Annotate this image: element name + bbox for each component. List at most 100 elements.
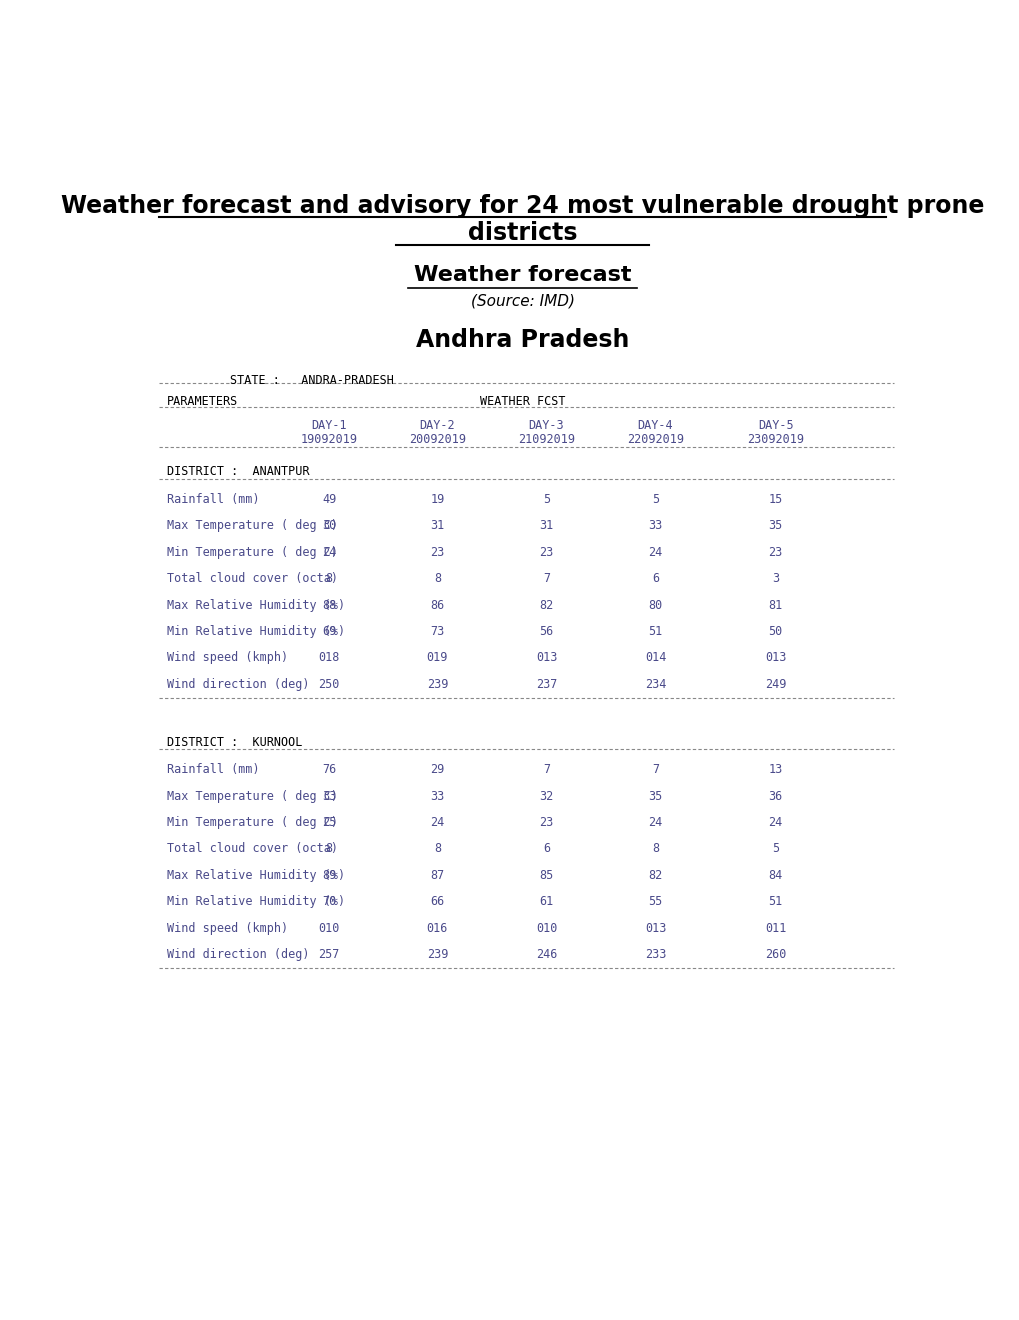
- Text: DAY-3: DAY-3: [528, 418, 564, 432]
- Text: Weather forecast and advisory for 24 most vulnerable drought prone: Weather forecast and advisory for 24 mos…: [61, 194, 983, 218]
- Text: Rainfall (mm): Rainfall (mm): [167, 763, 260, 776]
- Text: 35: 35: [648, 789, 662, 803]
- Text: 19092019: 19092019: [301, 433, 358, 446]
- Text: 246: 246: [535, 948, 556, 961]
- Text: WEATHER FCST: WEATHER FCST: [480, 395, 565, 408]
- Text: 7: 7: [542, 572, 549, 585]
- Text: 019: 019: [426, 651, 447, 664]
- Text: 87: 87: [430, 869, 444, 882]
- Text: 51: 51: [648, 624, 662, 638]
- Text: Total cloud cover (octa): Total cloud cover (octa): [167, 842, 337, 855]
- Text: 55: 55: [648, 895, 662, 908]
- Text: 013: 013: [764, 651, 786, 664]
- Text: 013: 013: [644, 921, 665, 935]
- Text: DAY-1: DAY-1: [311, 418, 346, 432]
- Text: 014: 014: [644, 651, 665, 664]
- Text: 84: 84: [768, 869, 782, 882]
- Text: 66: 66: [430, 895, 444, 908]
- Text: Andhra Pradesh: Andhra Pradesh: [416, 329, 629, 352]
- Text: 76: 76: [322, 763, 336, 776]
- Text: 239: 239: [426, 948, 447, 961]
- Text: 6: 6: [651, 572, 658, 585]
- Text: 20092019: 20092019: [409, 433, 466, 446]
- Text: 35: 35: [768, 519, 782, 532]
- Text: 69: 69: [322, 624, 336, 638]
- Text: 70: 70: [322, 895, 336, 908]
- Text: 8: 8: [325, 842, 332, 855]
- Text: 82: 82: [539, 598, 553, 611]
- Text: Wind speed (kmph): Wind speed (kmph): [167, 651, 288, 664]
- Text: 51: 51: [768, 895, 782, 908]
- Text: Max Relative Humidity (%): Max Relative Humidity (%): [167, 598, 344, 611]
- Text: 73: 73: [430, 624, 444, 638]
- Text: 8: 8: [433, 842, 440, 855]
- Text: 50: 50: [768, 624, 782, 638]
- Text: 5: 5: [542, 492, 549, 506]
- Text: 56: 56: [539, 624, 553, 638]
- Text: 23: 23: [430, 545, 444, 558]
- Text: 018: 018: [318, 651, 339, 664]
- Text: 249: 249: [764, 677, 786, 690]
- Text: PARAMETERS: PARAMETERS: [167, 395, 238, 408]
- Text: districts: districts: [468, 222, 577, 246]
- Text: 21092019: 21092019: [518, 433, 575, 446]
- Text: 22092019: 22092019: [627, 433, 684, 446]
- Text: 24: 24: [430, 816, 444, 829]
- Text: 010: 010: [535, 921, 556, 935]
- Text: 23: 23: [768, 545, 782, 558]
- Text: 24: 24: [648, 816, 662, 829]
- Text: 016: 016: [426, 921, 447, 935]
- Text: 15: 15: [768, 492, 782, 506]
- Text: Wind speed (kmph): Wind speed (kmph): [167, 921, 288, 935]
- Text: 24: 24: [322, 545, 336, 558]
- Text: 49: 49: [322, 492, 336, 506]
- Text: Max Relative Humidity (%): Max Relative Humidity (%): [167, 869, 344, 882]
- Text: 010: 010: [318, 921, 339, 935]
- Text: Max Temperature ( deg C): Max Temperature ( deg C): [167, 789, 337, 803]
- Text: 6: 6: [542, 842, 549, 855]
- Text: Min Temperature ( deg C): Min Temperature ( deg C): [167, 545, 337, 558]
- Text: Min Relative Humidity (%): Min Relative Humidity (%): [167, 895, 344, 908]
- Text: 8: 8: [433, 572, 440, 585]
- Text: 234: 234: [644, 677, 665, 690]
- Text: 33: 33: [430, 789, 444, 803]
- Text: 33: 33: [648, 519, 662, 532]
- Text: 31: 31: [430, 519, 444, 532]
- Text: Weather forecast: Weather forecast: [414, 265, 631, 285]
- Text: 88: 88: [322, 598, 336, 611]
- Text: DISTRICT :  ANANTPUR: DISTRICT : ANANTPUR: [167, 466, 309, 478]
- Text: 23092019: 23092019: [747, 433, 803, 446]
- Text: 89: 89: [322, 869, 336, 882]
- Text: 25: 25: [322, 816, 336, 829]
- Text: 3: 3: [771, 572, 779, 585]
- Text: 013: 013: [535, 651, 556, 664]
- Text: 32: 32: [539, 789, 553, 803]
- Text: 260: 260: [764, 948, 786, 961]
- Text: 233: 233: [644, 948, 665, 961]
- Text: Wind direction (deg): Wind direction (deg): [167, 677, 309, 690]
- Text: 237: 237: [535, 677, 556, 690]
- Text: Total cloud cover (octa): Total cloud cover (octa): [167, 572, 337, 585]
- Text: 33: 33: [322, 789, 336, 803]
- Text: 29: 29: [430, 763, 444, 776]
- Text: 13: 13: [768, 763, 782, 776]
- Text: 7: 7: [542, 763, 549, 776]
- Text: 82: 82: [648, 869, 662, 882]
- Text: DISTRICT :  KURNOOL: DISTRICT : KURNOOL: [167, 735, 302, 748]
- Text: Wind direction (deg): Wind direction (deg): [167, 948, 309, 961]
- Text: 239: 239: [426, 677, 447, 690]
- Text: Min Temperature ( deg C): Min Temperature ( deg C): [167, 816, 337, 829]
- Text: DAY-5: DAY-5: [757, 418, 793, 432]
- Text: 7: 7: [651, 763, 658, 776]
- Text: 24: 24: [768, 816, 782, 829]
- Text: 36: 36: [768, 789, 782, 803]
- Text: 23: 23: [539, 545, 553, 558]
- Text: (Source: IMD): (Source: IMD): [471, 293, 574, 309]
- Text: 5: 5: [771, 842, 779, 855]
- Text: Min Relative Humidity (%): Min Relative Humidity (%): [167, 624, 344, 638]
- Text: 8: 8: [325, 572, 332, 585]
- Text: 31: 31: [539, 519, 553, 532]
- Text: 011: 011: [764, 921, 786, 935]
- Text: 85: 85: [539, 869, 553, 882]
- Text: Max Temperature ( deg C): Max Temperature ( deg C): [167, 519, 337, 532]
